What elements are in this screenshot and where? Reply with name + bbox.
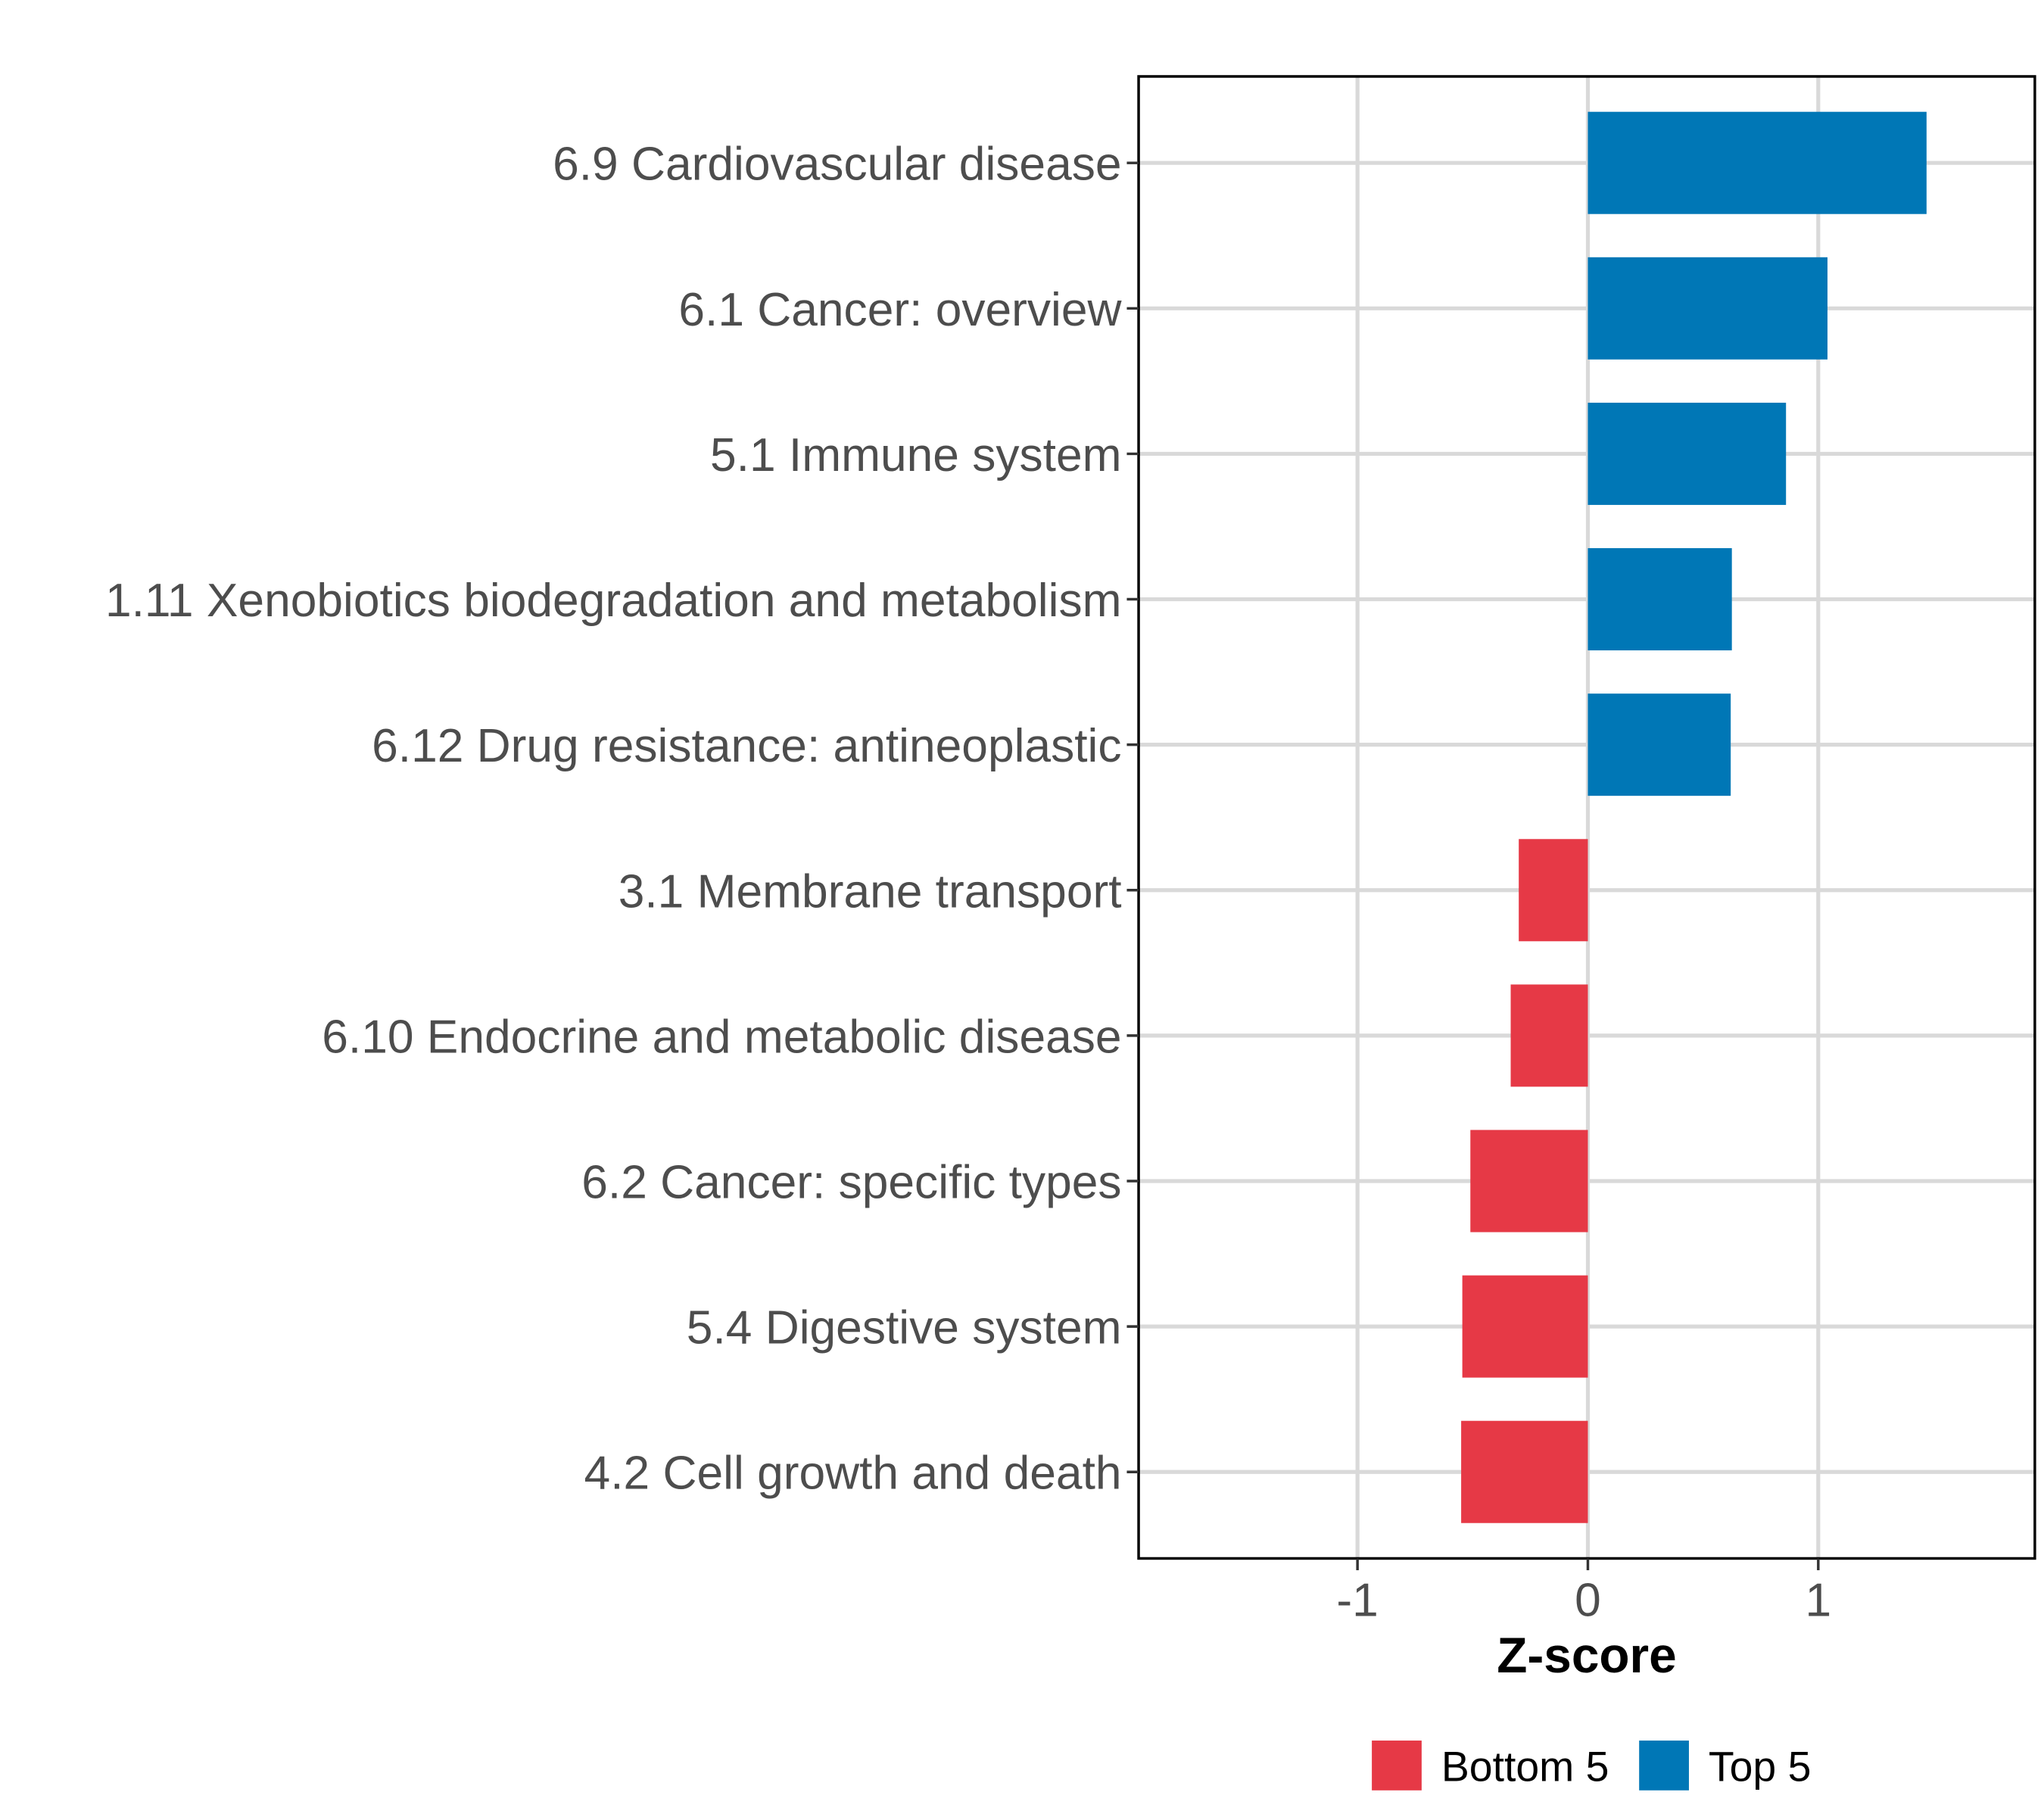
y-axis-label: 5.4 Digestive system <box>687 1302 1122 1354</box>
legend-key <box>1372 1741 1422 1791</box>
x-axis-ticks: -1 0 1 <box>1336 1558 1831 1627</box>
bar <box>1461 1420 1588 1523</box>
legend-label: Bottom 5 <box>1441 1744 1609 1791</box>
y-axis-label: 6.2 Cancer: specific types <box>581 1156 1121 1208</box>
bar <box>1519 839 1588 942</box>
y-axis-label: 6.10 Endocrine and metabolic disease <box>322 1011 1121 1063</box>
y-axis-label: 4.2 Cell growth and death <box>584 1448 1122 1500</box>
x-axis-title: Z-score <box>1497 1627 1677 1683</box>
x-tick-label: 1 <box>1805 1575 1831 1627</box>
y-axis-label: 6.12 Drug resistance: antineoplastic <box>372 720 1121 772</box>
bar <box>1588 402 1787 505</box>
bar <box>1588 111 1927 214</box>
legend-key <box>1639 1741 1689 1791</box>
bar <box>1588 693 1731 796</box>
legend-label: Top 5 <box>1709 1744 1811 1791</box>
x-tick-label: 0 <box>1575 1575 1601 1627</box>
bar <box>1588 257 1827 360</box>
bar <box>1470 1130 1588 1233</box>
y-axis-label: 6.1 Cancer: overview <box>678 284 1122 336</box>
y-axis-labels: 6.9 Cardiovascular disease 6.1 Cancer: ov… <box>105 139 1139 1500</box>
bars <box>1461 111 1927 1523</box>
y-axis-label: 3.1 Membrane transport <box>618 865 1122 918</box>
y-axis-label: 6.9 Cardiovascular disease <box>553 139 1121 191</box>
bar <box>1462 1275 1588 1378</box>
bar <box>1510 984 1588 1087</box>
legend: Bottom 5 Top 5 <box>1372 1741 1811 1791</box>
bar <box>1588 548 1732 651</box>
x-tick-label: -1 <box>1336 1575 1378 1627</box>
y-axis-label: 5.1 Immune system <box>710 429 1122 482</box>
y-axis-label: 1.11 Xenobiotics biodegradation and meta… <box>105 575 1122 627</box>
plot-panel-border <box>1137 75 2036 1560</box>
